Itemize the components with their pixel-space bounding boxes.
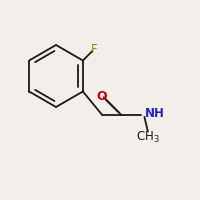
- Text: NH: NH: [144, 107, 164, 120]
- Text: F: F: [91, 43, 97, 56]
- Text: CH$_3$: CH$_3$: [136, 130, 160, 145]
- Text: O: O: [96, 90, 107, 103]
